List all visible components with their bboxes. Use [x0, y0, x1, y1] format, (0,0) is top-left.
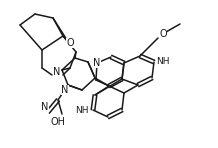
Text: N: N	[53, 67, 61, 77]
Text: O: O	[159, 29, 167, 39]
Text: NH: NH	[156, 57, 170, 66]
Text: NH: NH	[75, 106, 89, 115]
Text: N: N	[41, 102, 49, 112]
Text: O: O	[66, 38, 74, 48]
Text: N: N	[93, 58, 101, 68]
Text: N: N	[61, 85, 69, 95]
Text: OH: OH	[51, 117, 65, 127]
